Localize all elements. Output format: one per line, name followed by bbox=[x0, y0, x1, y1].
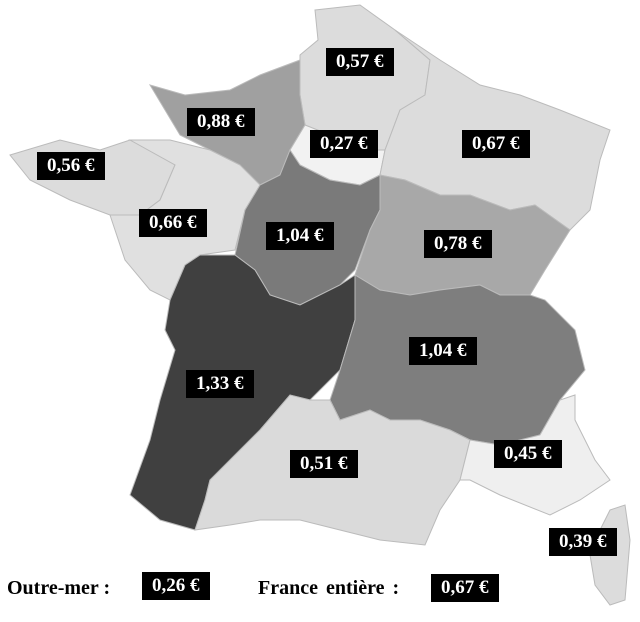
value-label-ile-de-france: 0,27 € bbox=[310, 130, 378, 158]
value-label-occitanie: 0,51 € bbox=[290, 450, 358, 478]
value-label-bourgogne-franche-comte: 0,78 € bbox=[424, 230, 492, 258]
value-label-pays-de-la-loire: 0,66 € bbox=[139, 209, 207, 237]
legend-france-label: France entière : bbox=[258, 577, 400, 599]
legend-france-value: 0,67 € bbox=[431, 574, 499, 602]
value-label-hauts-de-france: 0,57 € bbox=[326, 48, 394, 76]
value-label-nouvelle-aquitaine: 1,33 € bbox=[186, 370, 254, 398]
value-label-corse: 0,39 € bbox=[549, 528, 617, 556]
legend-outre-mer-label: Outre-mer : bbox=[7, 577, 111, 599]
value-label-centre-val-de-loire: 1,04 € bbox=[266, 222, 334, 250]
value-label-bretagne: 0,56 € bbox=[37, 152, 105, 180]
value-label-provence-alpes-cote-d-azur: 0,45 € bbox=[494, 440, 562, 468]
value-label-grand-est: 0,67 € bbox=[462, 130, 530, 158]
legend-outre-mer-value: 0,26 € bbox=[142, 572, 210, 600]
value-label-auvergne-rhone-alpes: 1,04 € bbox=[409, 337, 477, 365]
value-label-normandie: 0,88 € bbox=[187, 108, 255, 136]
